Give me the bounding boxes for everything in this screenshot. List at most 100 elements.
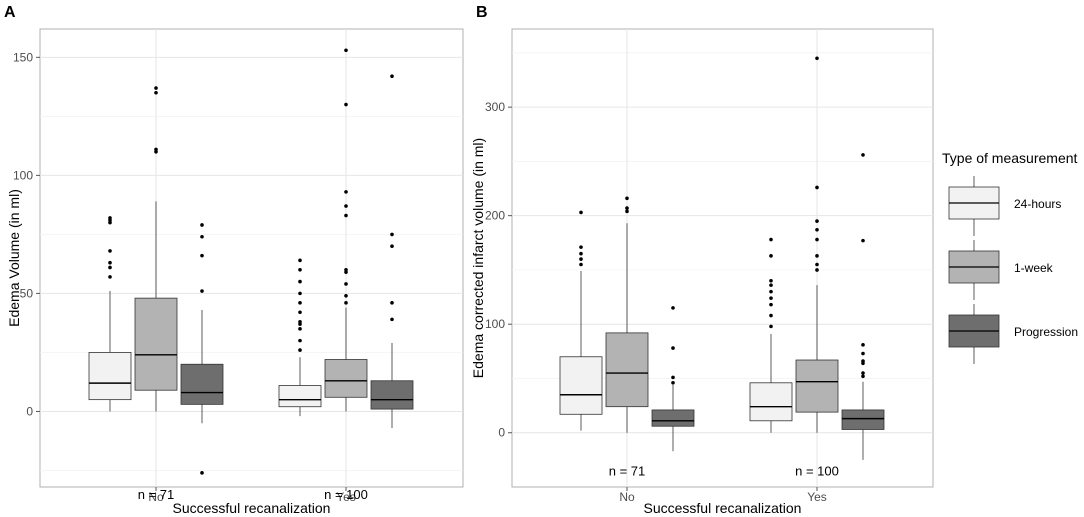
outlier-point: [108, 260, 112, 265]
outlier-point: [344, 213, 348, 218]
box: [841, 409, 885, 430]
plot-area: [39, 28, 464, 488]
sample-size-label: n = 71: [138, 487, 175, 502]
x-tick-label: Yes: [807, 490, 827, 504]
outlier-point: [769, 296, 773, 300]
panel-label: B: [476, 4, 488, 21]
y-tick-label: 100: [485, 317, 505, 331]
outlier-point: [769, 302, 773, 307]
y-axis-label: Edema corrected infarct volume (in ml): [470, 138, 486, 378]
outlier-point: [390, 301, 394, 305]
box: [180, 363, 224, 405]
outlier-point: [344, 301, 348, 305]
box: [749, 382, 793, 422]
box: [134, 297, 178, 391]
outlier-point: [815, 262, 819, 267]
outlier-point: [298, 319, 302, 324]
outlier-point: [625, 209, 629, 214]
outlier-point: [861, 238, 865, 243]
legend-label: Progression: [1014, 325, 1078, 339]
outlier-point: [815, 219, 819, 223]
outlier-point: [861, 153, 865, 157]
outlier-point: [815, 254, 819, 258]
legend-title: Type of measurement: [942, 150, 1078, 166]
y-tick-label: 0: [498, 426, 505, 440]
outlier-point: [579, 210, 583, 215]
x-tick-label: No: [619, 490, 635, 504]
outlier-point: [815, 227, 819, 232]
outlier-point: [671, 375, 675, 380]
outlier-point: [154, 86, 158, 90]
panel-b: B 0 100 200 300 No Yes n = 71 n = 100 Success…: [470, 4, 934, 516]
outlier-point: [344, 48, 348, 53]
y-tick-label: 150: [13, 50, 33, 64]
outlier-point: [298, 279, 302, 284]
box: [370, 380, 414, 410]
outlier-point: [344, 268, 348, 272]
outlier-point: [344, 102, 348, 107]
box: [324, 359, 368, 398]
outlier-point: [769, 237, 773, 242]
outlier-point: [298, 348, 302, 352]
outlier-point: [769, 324, 773, 329]
outlier-point: [108, 249, 112, 253]
outlier-point: [671, 346, 675, 350]
sample-size-label: n = 71: [609, 464, 646, 479]
outlier-point: [579, 257, 583, 261]
outlier-point: [769, 278, 773, 283]
y-tick-label: 0: [26, 404, 33, 418]
y-tick-label: 100: [13, 168, 33, 182]
outlier-point: [815, 56, 819, 61]
outlier-point: [298, 327, 302, 331]
outlier-point: [861, 351, 865, 356]
outlier-point: [625, 206, 629, 210]
panel-label: A: [4, 4, 16, 21]
legend: Type of measurement 24-hours 1-week Prog…: [942, 150, 1078, 364]
outlier-point: [390, 232, 394, 237]
sample-size-label: n = 100: [795, 464, 839, 479]
outlier-point: [298, 268, 302, 272]
sample-size-label: n = 100: [324, 487, 368, 502]
x-axis-label: Successful recanalization: [644, 500, 802, 516]
outlier-point: [108, 275, 112, 279]
outlier-point: [298, 258, 302, 263]
outlier-point: [298, 338, 302, 343]
outlier-point: [298, 310, 302, 315]
outlier-point: [579, 251, 583, 256]
x-axis-label: Successful recanalization: [173, 500, 331, 516]
box: [559, 356, 603, 415]
outlier-point: [200, 289, 204, 293]
outlier-point: [344, 204, 348, 208]
box: [88, 352, 132, 401]
outlier-point: [154, 147, 158, 152]
outlier-point: [625, 196, 629, 201]
outlier-point: [154, 90, 158, 95]
x-tick-label: No: [148, 490, 164, 504]
outlier-point: [298, 291, 302, 296]
outlier-point: [200, 234, 204, 239]
panel-a: A 0 50 100 150 No Yes n = 71 n = 100 Successf…: [4, 4, 464, 516]
outlier-point: [815, 268, 819, 272]
legend-label: 24-hours: [1014, 197, 1061, 211]
outlier-point: [815, 185, 819, 190]
box: [651, 409, 695, 427]
outlier-point: [108, 216, 112, 220]
outlier-point: [344, 293, 348, 298]
outlier-point: [769, 283, 773, 287]
y-tick-label: 50: [20, 286, 34, 300]
outlier-point: [390, 317, 394, 322]
box: [605, 332, 649, 408]
outlier-point: [108, 265, 112, 270]
y-tick-label: 300: [485, 100, 505, 114]
outlier-point: [769, 254, 773, 258]
outlier-point: [671, 381, 675, 385]
outlier-point: [579, 245, 583, 249]
y-tick-label: 200: [485, 209, 505, 223]
outlier-point: [861, 374, 865, 379]
outlier-point: [298, 301, 302, 305]
y-axis-label: Edema Volume (in ml): [6, 189, 22, 327]
outlier-point: [861, 359, 865, 363]
outlier-point: [815, 237, 819, 242]
outlier-point: [200, 253, 204, 258]
